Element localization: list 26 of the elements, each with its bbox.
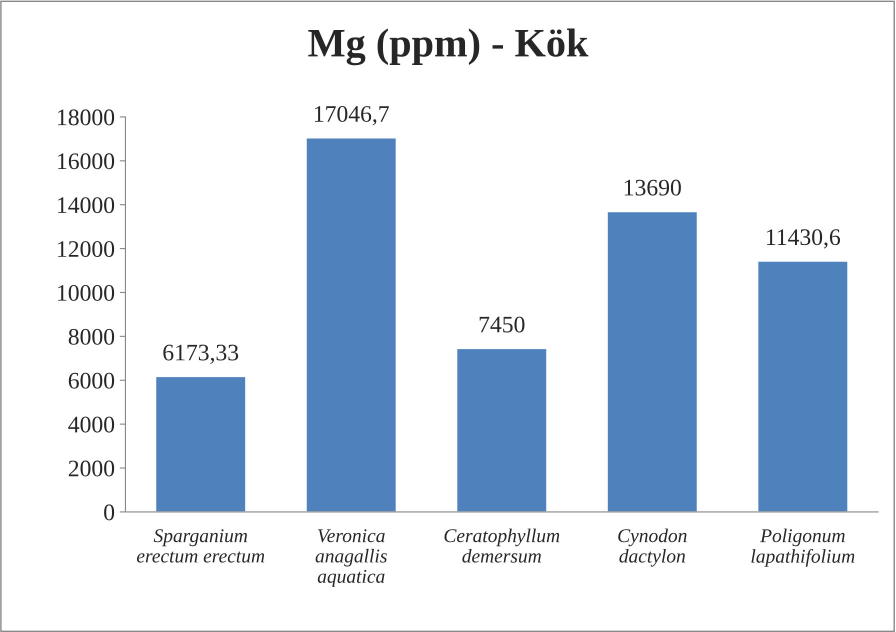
bar [305,137,398,512]
y-tick-label: 18000 [58,109,114,126]
x-tick-label: Sparganium erectum erectum [136,529,264,563]
data-label: 13690 [624,180,681,196]
y-tick-label: 6000 [68,372,114,389]
bar [456,348,548,512]
bar [606,210,698,512]
y-tick-label: 4000 [68,416,114,433]
y-tick-label: 0 [104,504,114,520]
chart-title: Mg (ppm) - Kök [308,28,588,66]
data-label: 17046,7 [314,106,389,126]
bar [756,260,849,512]
x-tick-label: Ceratophyllum demersum [444,528,560,563]
x-tick-label: Veronica anagallis aquatica [316,529,387,587]
y-tick-label: 16000 [58,153,114,170]
data-label: 7450 [480,316,524,333]
data-label: 6173,33 [163,344,238,364]
y-tick-label: 10000 [58,284,114,301]
x-tick-label: Poligonum lapathifolium [751,528,854,567]
data-label: 11430,6 [766,229,840,249]
y-tick-label: 8000 [68,328,114,345]
bar [154,376,247,512]
y-tick-label: 12000 [58,241,114,258]
x-tick-label: Cynodon dactylon [618,528,687,567]
y-tick-label: 14000 [58,197,114,214]
y-tick-label: 2000 [68,460,114,476]
